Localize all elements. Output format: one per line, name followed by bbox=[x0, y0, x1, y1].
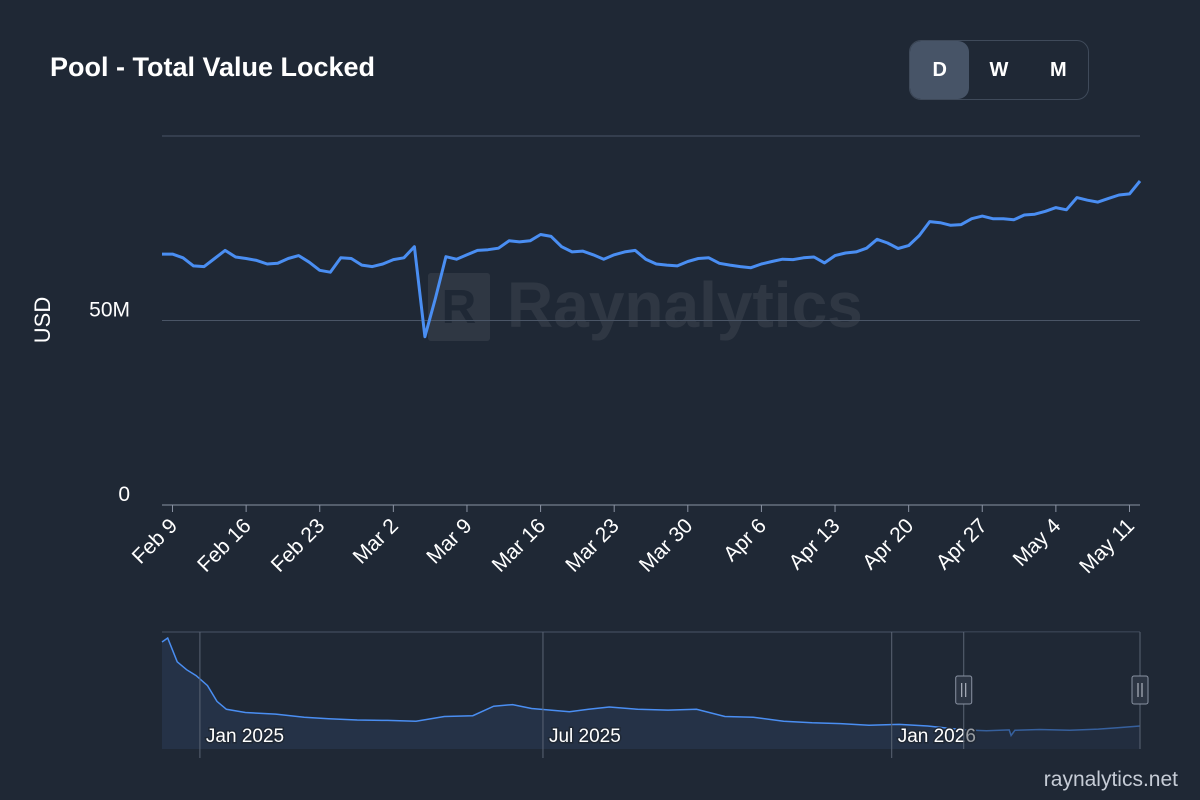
x-tick-label: Mar 2 bbox=[349, 514, 403, 568]
x-tick-label: Feb 16 bbox=[193, 514, 256, 577]
x-tick-label: Apr 20 bbox=[858, 514, 918, 574]
x-tick-label: Apr 6 bbox=[719, 514, 771, 566]
series-line bbox=[162, 180, 1142, 339]
range-month-button[interactable]: M bbox=[1049, 58, 1067, 81]
chart-title: Pool - Total Value Locked bbox=[50, 52, 376, 82]
x-tick-label: May 11 bbox=[1075, 514, 1139, 578]
watermark-logo-letter: R bbox=[442, 281, 477, 334]
x-tick-label: Mar 23 bbox=[561, 514, 623, 576]
x-tick-label: Mar 16 bbox=[488, 514, 550, 576]
x-tick-label: Mar 30 bbox=[635, 514, 697, 576]
navigator-handle-left[interactable] bbox=[955, 632, 973, 749]
navigator-tick-label: Jul 2025 bbox=[549, 726, 621, 747]
range-week-button[interactable]: W bbox=[989, 58, 1009, 81]
x-tick-label: Feb 9 bbox=[128, 514, 182, 568]
range-day-button[interactable]: D bbox=[910, 41, 970, 99]
range-toggle: D W M bbox=[909, 40, 1089, 100]
site-credit: raynalytics.net bbox=[1043, 768, 1178, 791]
watermark: R Raynalytics bbox=[428, 269, 863, 341]
y-tick-label: 50M bbox=[89, 299, 130, 322]
navigator-line bbox=[161, 636, 1141, 738]
x-tick-label: May 4 bbox=[1009, 514, 1066, 571]
watermark-text: Raynalytics bbox=[507, 269, 863, 341]
watermark-logo bbox=[428, 273, 490, 341]
y-axis-label: USD bbox=[30, 297, 55, 343]
x-tick-label: Mar 9 bbox=[422, 514, 476, 568]
navigator: Jan 2025 Jul 2025 Jan 2026 bbox=[161, 631, 1149, 758]
navigator-tick-label: Jan 2025 bbox=[206, 726, 284, 747]
y-tick-label: 0 bbox=[118, 483, 130, 506]
x-tick-label: Apr 27 bbox=[932, 514, 992, 574]
navigator-handle-right[interactable] bbox=[1131, 632, 1149, 749]
x-tick-label: Apr 13 bbox=[785, 514, 845, 574]
navigator-selected-range[interactable] bbox=[963, 632, 1140, 749]
x-tick-label: Feb 23 bbox=[267, 514, 330, 577]
